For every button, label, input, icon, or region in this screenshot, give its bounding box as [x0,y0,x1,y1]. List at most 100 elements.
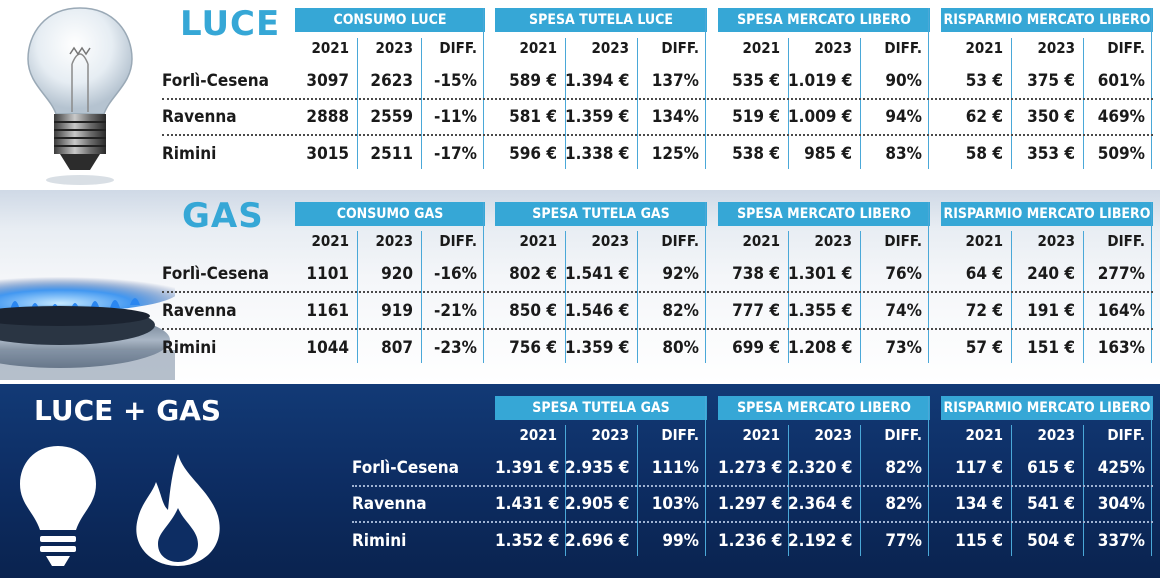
table-cell: -17% [434,144,477,164]
table-cell: 425% [1097,458,1145,478]
year-label: 2023 [814,232,852,250]
column-divider [788,425,789,556]
table-cell: 738 € [732,264,780,284]
table-cell: 64 € [965,264,1003,284]
group-divider [1151,8,1152,169]
year-label: DIFF. [1107,39,1145,57]
table-cell: 2.320 € [788,458,853,478]
section-title: LUCE + GAS [34,394,222,427]
table-cell: 1.431 € [495,494,560,514]
column-divider [1083,38,1084,169]
column-divider [637,38,638,169]
year-label: DIFF. [1107,426,1145,444]
year-label: 2021 [519,426,557,444]
year-label: DIFF. [439,232,477,250]
table-cell: -21% [434,301,477,321]
group-divider [483,8,484,169]
table-cell: 350 € [1027,107,1075,127]
year-label: 2021 [965,426,1003,444]
table-cell: 1.338 € [565,144,630,164]
city-label: Forlì-Cesena [162,71,269,91]
table-cell: 134 € [955,494,1003,514]
column-group-header: SPESA TUTELA LUCE [495,8,707,32]
table-cell: 1101 [306,264,349,284]
column-divider [1011,38,1012,169]
city-label: Forlì-Cesena [162,264,269,284]
table-cell: 1.394 € [565,71,630,91]
column-group-header: CONSUMO LUCE [295,8,485,32]
table-cell: 509% [1097,144,1145,164]
year-label: 2023 [591,426,629,444]
table-cell: -15% [434,71,477,91]
table-cell: 2511 [370,144,413,164]
city-label: Ravenna [352,494,427,514]
table-cell: 2.364 € [788,494,853,514]
table-cell: 77% [885,531,922,551]
table-cell: 1.009 € [788,107,853,127]
column-divider [860,231,861,363]
table-cell: 777 € [732,301,780,321]
section-title: GAS [182,196,264,236]
column-group-header: RISPARMIO MERCATO LIBERO [941,8,1153,32]
table-cell: 353 € [1027,144,1075,164]
light-bulb-icon [20,446,96,566]
year-label: 2021 [965,232,1003,250]
column-group-header: SPESA MERCATO LIBERO [718,8,930,32]
year-label: DIFF. [661,426,699,444]
column-group-header: SPESA MERCATO LIBERO [718,396,930,420]
year-label: 2023 [375,39,413,57]
year-label: 2023 [1037,232,1075,250]
column-divider [637,425,638,556]
group-divider [928,202,929,363]
city-label: Rimini [352,531,407,551]
column-group-header: SPESA MERCATO LIBERO [718,202,930,226]
section-luce-gas: LUCE + GAS SPESA TUTELA GAS 2021 2023 DIFF.… [0,384,1160,578]
table-cell: 164% [1097,301,1145,321]
column-divider [637,231,638,363]
table-cell: 90% [885,71,922,91]
table-cell: 134% [651,107,699,127]
column-divider [565,231,566,363]
table-cell: -11% [434,107,477,127]
table-cell: 699 € [732,338,780,358]
row-divider [162,98,1153,100]
year-label: 2023 [591,39,629,57]
table-cell: 125% [651,144,699,164]
table-cell: -23% [434,338,477,358]
year-label: 2023 [1037,426,1075,444]
table-cell: 74% [885,301,922,321]
year-label: 2023 [1037,39,1075,57]
table-cell: 277% [1097,264,1145,284]
table-cell: 137% [651,71,699,91]
table-cell: 469% [1097,107,1145,127]
table-cell: 535 € [732,71,780,91]
table-cell: 1.355 € [788,301,853,321]
column-group-header: SPESA TUTELA GAS [495,396,707,420]
table-cell: 1.391 € [495,458,560,478]
table-cell: 2559 [370,107,413,127]
table-cell: 802 € [509,264,557,284]
year-label: DIFF. [439,39,477,57]
table-cell: 163% [1097,338,1145,358]
year-label: 2021 [742,39,780,57]
table-cell: 82% [885,458,922,478]
column-group-header: RISPARMIO MERCATO LIBERO [941,396,1153,420]
year-label: 2023 [591,232,629,250]
table-cell: 1.301 € [788,264,853,284]
table-cell: 581 € [509,107,557,127]
table-cell: 1.359 € [565,107,630,127]
table-cell: 3015 [306,144,349,164]
table-cell: 1.352 € [495,531,560,551]
year-label: 2021 [742,426,780,444]
table-cell: 111% [651,458,699,478]
table-cell: 1.236 € [718,531,783,551]
table-cell: 53 € [965,71,1003,91]
table-cell: 1.359 € [565,338,630,358]
table-cell: 615 € [1027,458,1075,478]
column-divider [357,38,358,169]
year-label: DIFF. [884,426,922,444]
table-cell: 240 € [1027,264,1075,284]
table-cell: 2623 [370,71,413,91]
table-cell: 519 € [732,107,780,127]
column-divider [357,231,358,363]
